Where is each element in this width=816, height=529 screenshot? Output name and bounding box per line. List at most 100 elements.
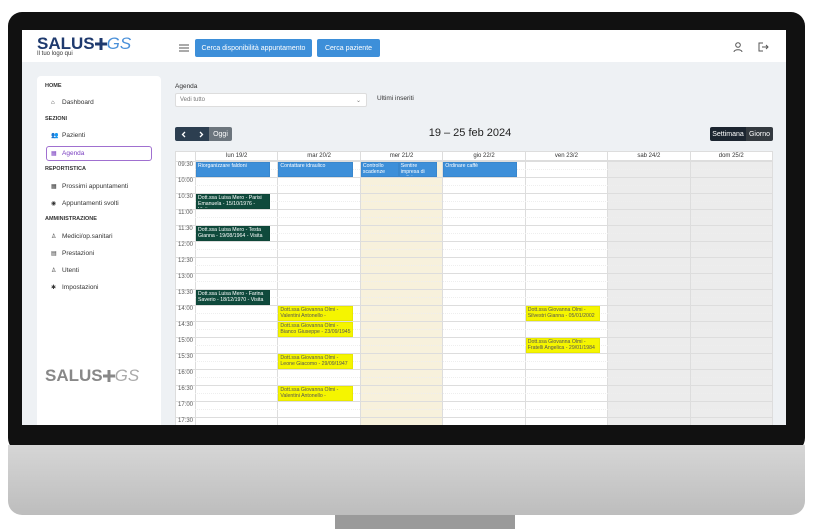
logo-main: SALUS (37, 34, 95, 53)
sidebar-item[interactable]: ♙ Utenti (51, 267, 79, 274)
day-column (607, 161, 690, 425)
row-line (176, 161, 772, 162)
sidebar-item[interactable]: ▦ Agenda (51, 150, 84, 157)
event[interactable]: Dott.ssa Giovanna Olmi - Fratelli Angeli… (525, 338, 600, 353)
time-label: 14:00 (177, 306, 193, 312)
next-button[interactable] (192, 127, 209, 141)
row-line (176, 385, 772, 386)
row-line (176, 417, 772, 418)
time-label: 13:30 (177, 290, 193, 296)
sidebar-icon: ♙ (51, 234, 57, 240)
time-label: 10:00 (177, 178, 193, 184)
top-bar (22, 30, 786, 62)
event[interactable]: Riorganizzare faldoni (196, 162, 271, 177)
sidebar-section: AMMINISTRAZIONE (45, 216, 97, 222)
row-line (176, 305, 772, 306)
event[interactable]: Dott.ssa Giovanna Olmi - Silvestri Giann… (525, 306, 600, 321)
time-label: 12:30 (177, 258, 193, 264)
search-availability-button[interactable]: Cerca disponibilità appuntamento (195, 39, 312, 57)
day-view-button[interactable]: Giorno (746, 127, 773, 141)
half-row-line (195, 361, 772, 362)
sidebar-item[interactable]: ▤ Prestazioni (51, 250, 94, 257)
day-column (689, 161, 772, 425)
event[interactable]: Dott.ssa Luisa Mero - Testa Gianna - 19/… (196, 226, 271, 241)
sidebar-item[interactable]: ♙ Medici/op.sanitari (51, 233, 113, 240)
sidebar-label: Utenti (62, 267, 79, 274)
button-label: Cerca disponibilità appuntamento (201, 44, 306, 52)
sidebar-item[interactable]: ◉ Appuntamenti svolti (51, 200, 119, 207)
event[interactable]: Ordinare caffè (443, 162, 518, 177)
half-row-line (195, 265, 772, 266)
week-view-button[interactable]: Settimana (710, 127, 746, 141)
time-label: 15:00 (177, 338, 193, 344)
logo-main: SALUS (45, 366, 103, 385)
day-header: gio 22/2 (442, 152, 525, 161)
row-line (176, 225, 772, 226)
sidebar-icon: ▤ (51, 251, 57, 257)
tagline: Il tuo logo qui (37, 51, 73, 57)
row-line (176, 289, 772, 290)
sidebar-label: Prossimi appuntamenti (62, 183, 129, 190)
event[interactable]: Dott.ssa Luisa Mero - Parisi Emanuela - … (196, 194, 271, 209)
sidebar-section: SEZIONI (45, 116, 68, 122)
time-label: 12:00 (177, 242, 193, 248)
active-highlight (46, 146, 152, 161)
sidebar-label: Pazienti (62, 132, 86, 139)
today-button[interactable]: Oggi (209, 127, 232, 141)
menu-toggle[interactable] (179, 44, 189, 52)
sidebar-label: Impostazioni (62, 284, 99, 291)
half-row-line (195, 233, 772, 234)
logo: SALUS GS (37, 34, 131, 54)
latest-link[interactable]: Ultimi inseriti (377, 95, 414, 102)
sidebar-section: HOME (45, 83, 62, 89)
row-line (176, 321, 772, 322)
sidebar-icon: ◉ (51, 201, 57, 207)
sidebar-item[interactable]: 👥 Pazienti (51, 132, 85, 139)
half-row-line (195, 201, 772, 202)
sidebar-label: Prestazioni (62, 250, 95, 257)
search-patient-button[interactable]: Cerca paziente (317, 39, 380, 57)
button-label: Cerca paziente (324, 44, 373, 52)
event[interactable]: Dott.ssa Luisa Mero - Farina Saverio - 1… (196, 290, 271, 305)
sidebar-icon: ▦ (51, 151, 57, 157)
day-header: mer 21/2 (359, 152, 443, 161)
sidebar-icon: ✱ (51, 285, 57, 291)
monitor-stand (335, 515, 515, 529)
row-line (176, 193, 772, 194)
logo-cross (102, 370, 115, 382)
logout-icon[interactable] (758, 42, 769, 52)
sidebar-icon: ♙ (51, 268, 57, 274)
agenda-select[interactable]: Vedi tutto ⌄ (175, 93, 367, 107)
prev-icon (181, 131, 185, 137)
footer-logo: SALUS GS (45, 366, 139, 386)
day-column (277, 161, 360, 425)
sidebar-label: Appuntamenti svolti (62, 200, 119, 207)
sidebar-icon: 👥 (51, 133, 59, 139)
half-row-line (195, 297, 772, 298)
prev-button[interactable] (175, 127, 192, 141)
day-header: lun 19/2 (195, 152, 278, 161)
sidebar-item[interactable]: ⌂ Dashboard (51, 99, 94, 106)
time-label: 10:30 (177, 194, 193, 200)
monitor-chin (8, 445, 805, 515)
button-label: Giorno (748, 130, 770, 138)
event[interactable]: Dott.ssa Giovanna Olmi - Valentini Anton… (278, 306, 353, 321)
agenda-label: Agenda (175, 83, 198, 90)
event[interactable]: Dott.ssa Giovanna Olmi - Valentini Anton… (278, 386, 353, 401)
sidebar-item[interactable]: ✱ Impostazioni (51, 284, 99, 291)
event[interactable]: Controllo scadenze (360, 162, 399, 177)
event[interactable]: Dott.ssa Giovanna Olmi - Bianco Giuseppe… (278, 322, 353, 337)
user-icon[interactable] (733, 42, 743, 52)
event[interactable]: Dott.ssa Giovanna Olmi - Leone Giacomo -… (278, 354, 353, 369)
event[interactable]: Sentire impresa di pulizie (398, 162, 437, 177)
day-header: dom 25/2 (689, 152, 772, 161)
time-label: 16:00 (177, 370, 193, 376)
screen: SALUS GS Il tuo logo qui Cerca disponibi… (22, 30, 786, 425)
sidebar-label: Agenda (62, 150, 85, 157)
event[interactable]: Contattare idraulico (278, 162, 353, 177)
time-label: 17:00 (177, 402, 193, 408)
sidebar-item[interactable]: ▦ Prossimi appuntamenti (51, 183, 128, 190)
row-line (176, 273, 772, 274)
row-line (176, 241, 772, 242)
